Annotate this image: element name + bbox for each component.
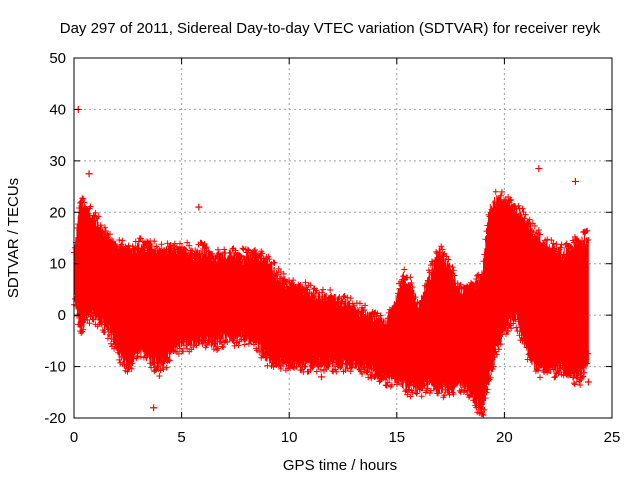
data-point-outlier-1	[85, 170, 93, 178]
x-tick-label: 15	[388, 429, 405, 446]
data-point-outlier-2	[150, 404, 158, 412]
y-tick-label: -10	[44, 359, 66, 376]
y-tick-label: 40	[49, 101, 66, 118]
data-point-outlier-4	[317, 373, 325, 381]
x-axis-label: GPS time / hours	[283, 457, 397, 474]
data-points	[71, 105, 592, 419]
x-tick-label: 20	[496, 429, 513, 446]
y-tick-label: 10	[49, 256, 66, 273]
x-axis-ticks: 0 5 10 15 20 25	[70, 58, 621, 446]
data-point-outlier-3	[195, 203, 203, 211]
y-tick-label: -20	[44, 410, 66, 427]
y-axis-ticks: -20 -10 0 10 20 30 40 50	[44, 50, 612, 427]
y-tick-label: 50	[49, 50, 66, 67]
x-tick-label: 5	[177, 429, 185, 446]
y-tick-label: 20	[49, 204, 66, 221]
chart-title: Day 297 of 2011, Sidereal Day-to-day VTE…	[60, 20, 601, 37]
data-point-outlier-6	[571, 177, 579, 185]
x-tick-label: 0	[70, 429, 78, 446]
y-axis-label: SDTVAR / TECUs	[5, 178, 22, 298]
error-bar-band	[73, 194, 589, 414]
y-tick-label: 0	[58, 307, 66, 324]
x-tick-label: 10	[281, 429, 298, 446]
data-point-outlier-7	[584, 378, 592, 386]
plot-frame	[73, 57, 613, 419]
x-tick-label: 25	[604, 429, 621, 446]
data-point-outlier-5	[535, 165, 543, 173]
y-tick-label: 30	[49, 153, 66, 170]
